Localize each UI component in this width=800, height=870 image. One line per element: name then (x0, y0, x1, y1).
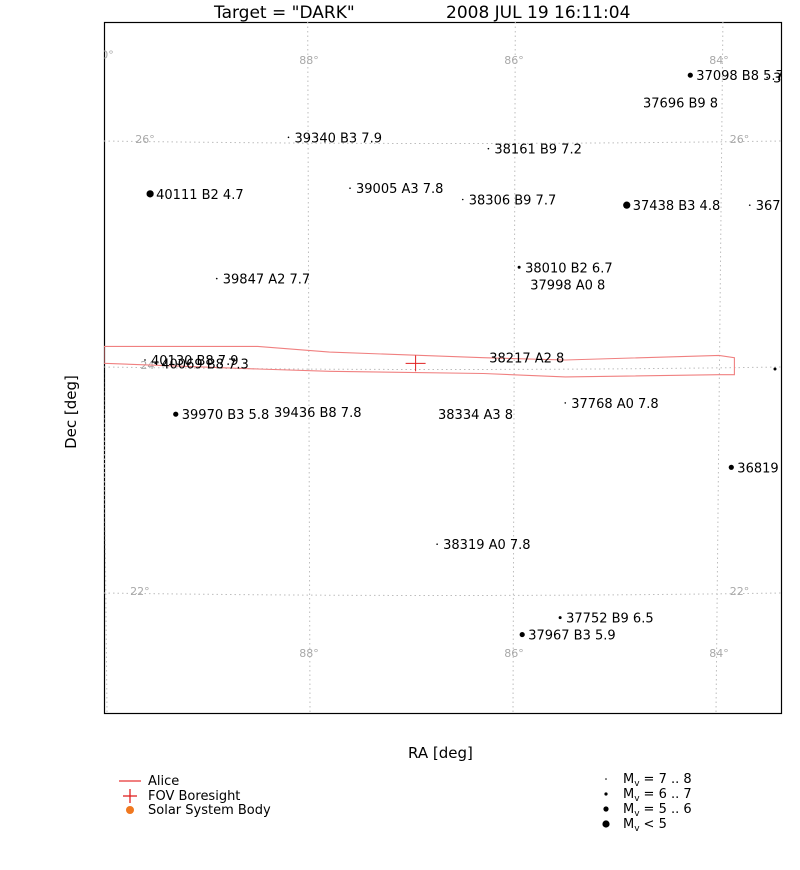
grid-tick-label: 26° (135, 133, 155, 146)
legend-label-alice: Alice (148, 774, 179, 789)
star-label: 37752 B9 6.5 (566, 612, 653, 627)
star-label: 37438 B3 4.8 (633, 199, 720, 214)
star-label: 38010 B2 6.7 (525, 261, 612, 276)
ra-grid-line (104, 362, 108, 713)
grid-tick-label: 86° (504, 54, 524, 67)
ra-grid-line (307, 22, 311, 713)
star-label: 37998 A0 8 (530, 278, 605, 293)
mag-legend-marker-5-6 (603, 806, 609, 812)
mag-legend-label-lt-5: Mv < 5 (623, 817, 667, 834)
mag-legend-label-6-7: Mv = 6 .. 7 (623, 787, 692, 804)
x-axis-label: RA [deg] (408, 744, 473, 762)
star-marker (146, 190, 154, 198)
star-label: 36819 (737, 461, 778, 476)
star-marker (487, 147, 490, 150)
grid-tick-label: 26° (730, 133, 750, 146)
grid-tick-label: 22° (130, 585, 150, 598)
mag-legend-label-7-8: Mv = 7 .. 8 (623, 772, 692, 789)
star-label: 38334 A3 8 (438, 408, 513, 423)
star-label: 38161 B9 7.2 (494, 143, 581, 158)
star-label: 39847 A2 7.7 (223, 273, 310, 288)
grid-tick-label: 84° (709, 54, 729, 67)
legend-label-boresight: FOV Boresight (148, 789, 240, 804)
dec-grid-line (104, 592, 781, 596)
star-label: 37967 B3 5.9 (528, 629, 615, 644)
star-label: 37098 B8 5.7 (696, 69, 783, 84)
star-label: 37696 B9 8 (643, 96, 718, 111)
star-marker (154, 362, 157, 365)
star-label: 40111 B2 4.7 (156, 188, 243, 203)
star-marker (623, 201, 631, 209)
star-marker (728, 464, 734, 470)
star-marker (766, 76, 768, 79)
mag-legend-marker-6-7 (604, 792, 608, 796)
star-label: 38319 A0 7.8 (443, 538, 530, 553)
solar-system-body-legend-icon (126, 806, 134, 814)
grid-tick-label: 88° (299, 54, 319, 67)
alice-fov-polygon (104, 345, 735, 378)
star-label: 38217 A2 8 (489, 352, 564, 367)
plot-frame (103, 21, 783, 715)
y-axis-label: Dec [deg] (62, 375, 80, 449)
star-marker (287, 136, 290, 139)
grid-tick-label: 84° (709, 647, 729, 660)
dec-grid-line (104, 366, 781, 370)
dec-grid-line (104, 140, 781, 144)
coordinate-grid: 90° 88° 86° 84°26° 26°24°22° 22°86°88° 84° (94, 22, 781, 713)
star-marker (215, 277, 218, 280)
mag-legend-marker-7-8 (605, 778, 607, 780)
legend-label-solar-system-body: Solar System Body (148, 803, 271, 818)
legend-magnitudes: Mv = 7 .. 8 Mv = 6 .. 7 Mv = 5 .. 6 Mv < 5 (602, 772, 692, 834)
mag-legend-marker-lt-5 (602, 820, 610, 828)
star-label: 39970 B3 5.8 (182, 408, 269, 423)
grid-tick-label: 90° (94, 48, 114, 61)
star-marker (173, 411, 179, 417)
grid-tick-label: 86° (504, 647, 524, 660)
mag-legend-label-5-6: Mv = 5 .. 6 (623, 802, 692, 819)
chart-title-target: Target = "DARK" (213, 3, 355, 23)
star-marker (436, 543, 438, 545)
star-marker (748, 204, 751, 206)
star-marker (519, 631, 525, 638)
star-marker (349, 187, 351, 189)
star-label: 40069 B8 7.3 (161, 357, 248, 372)
ra-grid-line (512, 22, 516, 713)
star-label: 38306 B9 7.7 (469, 194, 556, 209)
grid-tick-label: 22° (730, 585, 750, 598)
boresight-legend-icon (123, 789, 137, 803)
star-label: 37768 A0 7.8 (571, 397, 658, 412)
star-marker (144, 359, 146, 361)
star-label: 39436 B8 7.8 (274, 406, 361, 421)
alice-fov-outline (104, 345, 735, 378)
star-marker (773, 367, 777, 371)
legend-left: Alice FOV Boresight Solar System Body (119, 774, 271, 818)
star-marker (461, 198, 464, 201)
star-label: 39340 B3 7.9 (295, 131, 382, 146)
star-label: 39005 A3 7.8 (356, 182, 443, 197)
star-label: 40130 B8 7.9 (151, 354, 238, 369)
grid-tick-label: 88° (299, 647, 319, 660)
star-marker (687, 72, 693, 78)
star-label: 366 (773, 71, 798, 86)
star-label: 36793 (756, 199, 797, 214)
star-marker (517, 265, 521, 269)
star-marker (558, 616, 562, 620)
star-marker (564, 402, 567, 404)
chart-title-datetime: 2008 JUL 19 16:11:04 (446, 3, 630, 23)
